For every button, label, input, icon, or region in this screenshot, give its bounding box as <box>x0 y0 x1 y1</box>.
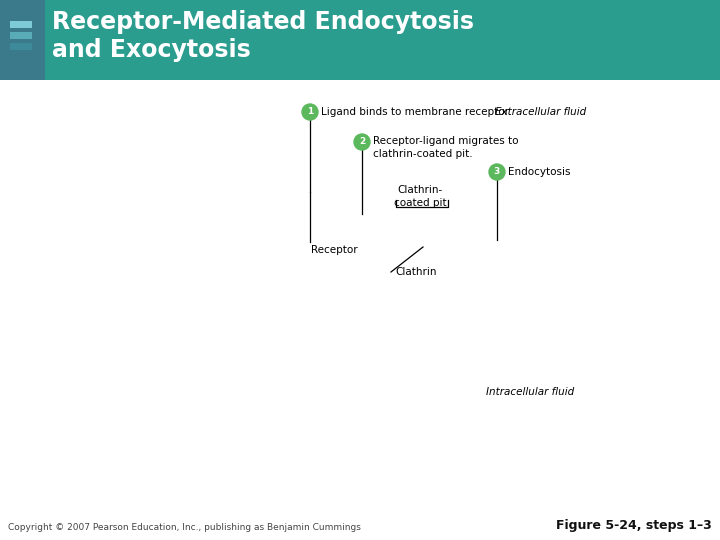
Text: Intracellular fluid: Intracellular fluid <box>486 387 574 397</box>
Text: 2: 2 <box>359 138 365 146</box>
Text: Receptor-ligand migrates to
clathrin-coated pit.: Receptor-ligand migrates to clathrin-coa… <box>373 136 518 159</box>
Bar <box>0 0 45 80</box>
Bar <box>10 32 32 39</box>
Circle shape <box>489 164 505 180</box>
Bar <box>10 43 32 50</box>
Text: Clathrin: Clathrin <box>395 267 436 277</box>
Text: Receptor: Receptor <box>311 245 358 255</box>
Circle shape <box>354 134 370 150</box>
Circle shape <box>302 104 318 120</box>
Text: Receptor-Mediated Endocytosis: Receptor-Mediated Endocytosis <box>52 10 474 34</box>
Bar <box>10 21 32 28</box>
Text: 3: 3 <box>494 167 500 177</box>
Text: and Exocytosis: and Exocytosis <box>52 38 251 62</box>
Text: Figure 5-24, steps 1–3: Figure 5-24, steps 1–3 <box>557 519 712 532</box>
Text: Clathrin-
coated pit: Clathrin- coated pit <box>394 185 446 208</box>
Text: Extracellular fluid: Extracellular fluid <box>495 107 586 117</box>
Text: Endocytosis: Endocytosis <box>508 167 570 177</box>
Bar <box>0 0 720 80</box>
Text: 1: 1 <box>307 107 313 117</box>
Text: Ligand binds to membrane receptor.: Ligand binds to membrane receptor. <box>321 107 511 117</box>
Text: Copyright © 2007 Pearson Education, Inc., publishing as Benjamin Cummings: Copyright © 2007 Pearson Education, Inc.… <box>8 523 361 532</box>
